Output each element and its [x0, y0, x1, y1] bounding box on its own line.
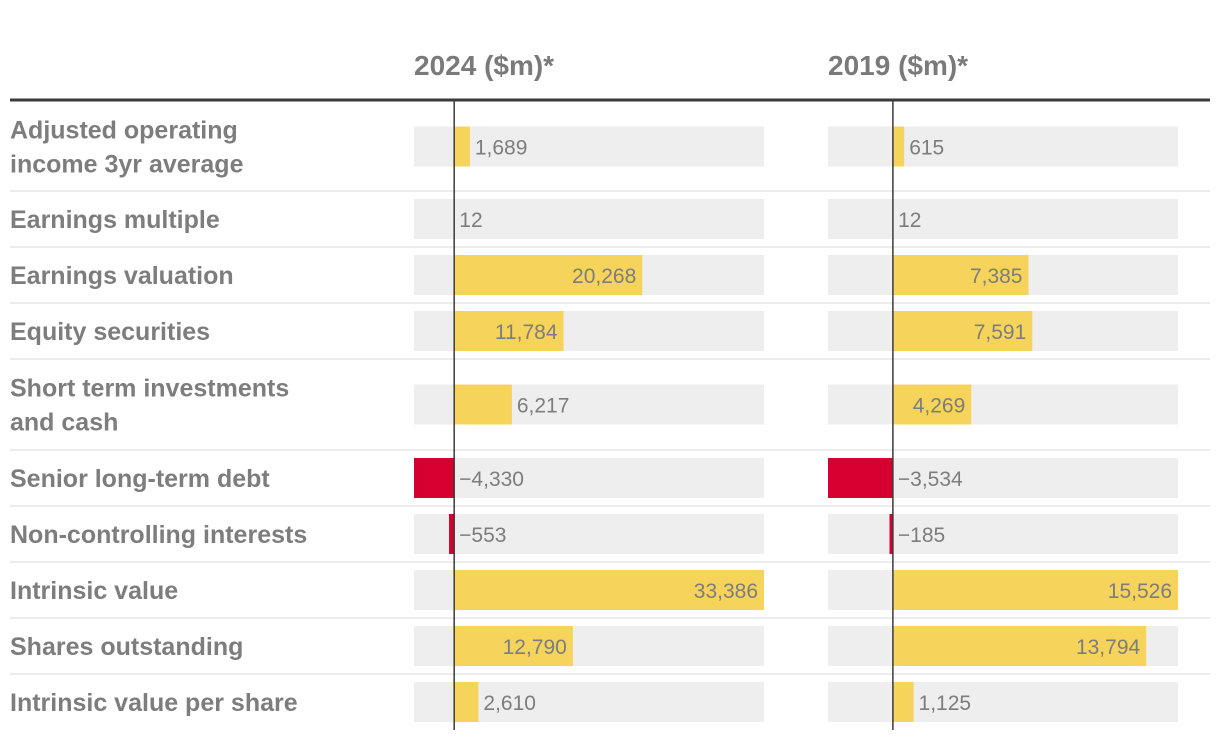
value-label-2024: 6,217 — [517, 395, 570, 418]
value-label-2024: 33,386 — [694, 580, 758, 603]
value-label-2019: 4,269 — [913, 395, 966, 418]
value-labels: 1,689 12 20,268 11,784 6,217 −4,330 −553 33,386… — [459, 137, 1172, 716]
bar-track-2024 — [414, 458, 764, 498]
bar-2024-8 — [454, 570, 764, 610]
bar-track-2019 — [828, 514, 1178, 554]
value-label-2019: 7,591 — [974, 321, 1027, 344]
bar-2024-9 — [454, 626, 573, 666]
row-separators — [10, 190, 1210, 675]
bar-2024-4 — [454, 311, 564, 351]
bar-2019-9 — [892, 626, 1147, 666]
value-label-2024: 11,784 — [495, 321, 558, 344]
bar-track-2019 — [828, 126, 1178, 167]
row-label: Adjusted operating — [10, 117, 238, 145]
row-label: Intrinsic value per share — [10, 689, 298, 717]
bar-track-2019 — [828, 199, 1178, 239]
bar-2019-6 — [828, 458, 893, 498]
bar-track-2019 — [828, 384, 1178, 425]
value-label-2024: 1,689 — [475, 137, 528, 160]
value-label-2024: 2,610 — [483, 692, 536, 715]
value-label-2019: −185 — [898, 524, 945, 547]
zero-lines — [453, 101, 894, 730]
row-label: Earnings multiple — [10, 206, 220, 234]
row-label: Senior long-term debt — [10, 465, 270, 493]
value-label-2019: −3,534 — [898, 468, 963, 491]
row-label: income 3yr average — [10, 151, 244, 179]
bar-2019-5 — [892, 384, 972, 425]
value-label-2019: 1,125 — [919, 692, 972, 715]
value-label-2019: 12 — [898, 209, 921, 232]
bar-2019-10 — [892, 682, 914, 722]
bar-2024-7 — [449, 514, 455, 554]
value-label-2019: 615 — [909, 137, 944, 160]
bar-2024-3 — [454, 255, 643, 295]
bar-track-2024 — [414, 126, 764, 167]
row-label: Intrinsic value — [10, 577, 178, 605]
value-label-2024: 20,268 — [572, 265, 636, 288]
row-label: Equity securities — [10, 318, 210, 346]
bar-2019-3 — [892, 255, 1029, 295]
value-label-2019: 7,385 — [970, 265, 1023, 288]
value-label-2024: −553 — [459, 524, 506, 547]
value-label-2019: 13,794 — [1076, 636, 1141, 659]
bar-2024-1 — [454, 126, 470, 167]
bar-2024-6 — [414, 458, 455, 498]
bar-2024-5 — [454, 384, 512, 425]
row-label: Earnings valuation — [10, 262, 234, 290]
row-labels: Adjusted operating income 3yr average Earn… — [10, 117, 307, 718]
value-label-2024: 12,790 — [503, 636, 567, 659]
row-label: Shares outstanding — [10, 633, 243, 661]
column-title-2024: 2024 ($m)* — [414, 50, 554, 81]
bar-2019-7 — [889, 514, 893, 554]
value-label-2024: −4,330 — [459, 468, 524, 491]
row-label: Non-controlling interests — [10, 521, 307, 549]
column-title-2019: 2019 ($m)* — [828, 50, 968, 81]
row-label: and cash — [10, 409, 118, 437]
value-label-2019: 15,526 — [1108, 580, 1172, 603]
bar-2019-1 — [892, 126, 905, 167]
bar-2019-8 — [892, 570, 1178, 610]
bars — [414, 126, 1178, 722]
bar-track-2024 — [414, 199, 764, 239]
row-label: Short term investments — [10, 375, 289, 403]
value-label-2024: 12 — [459, 209, 482, 232]
column-titles: 2024 ($m)* 2019 ($m)* — [414, 50, 968, 81]
bar-track-2024 — [414, 514, 764, 554]
bar-2024-10 — [454, 682, 479, 722]
bar-2019-4 — [892, 311, 1033, 351]
bar-track-2019 — [828, 682, 1178, 722]
